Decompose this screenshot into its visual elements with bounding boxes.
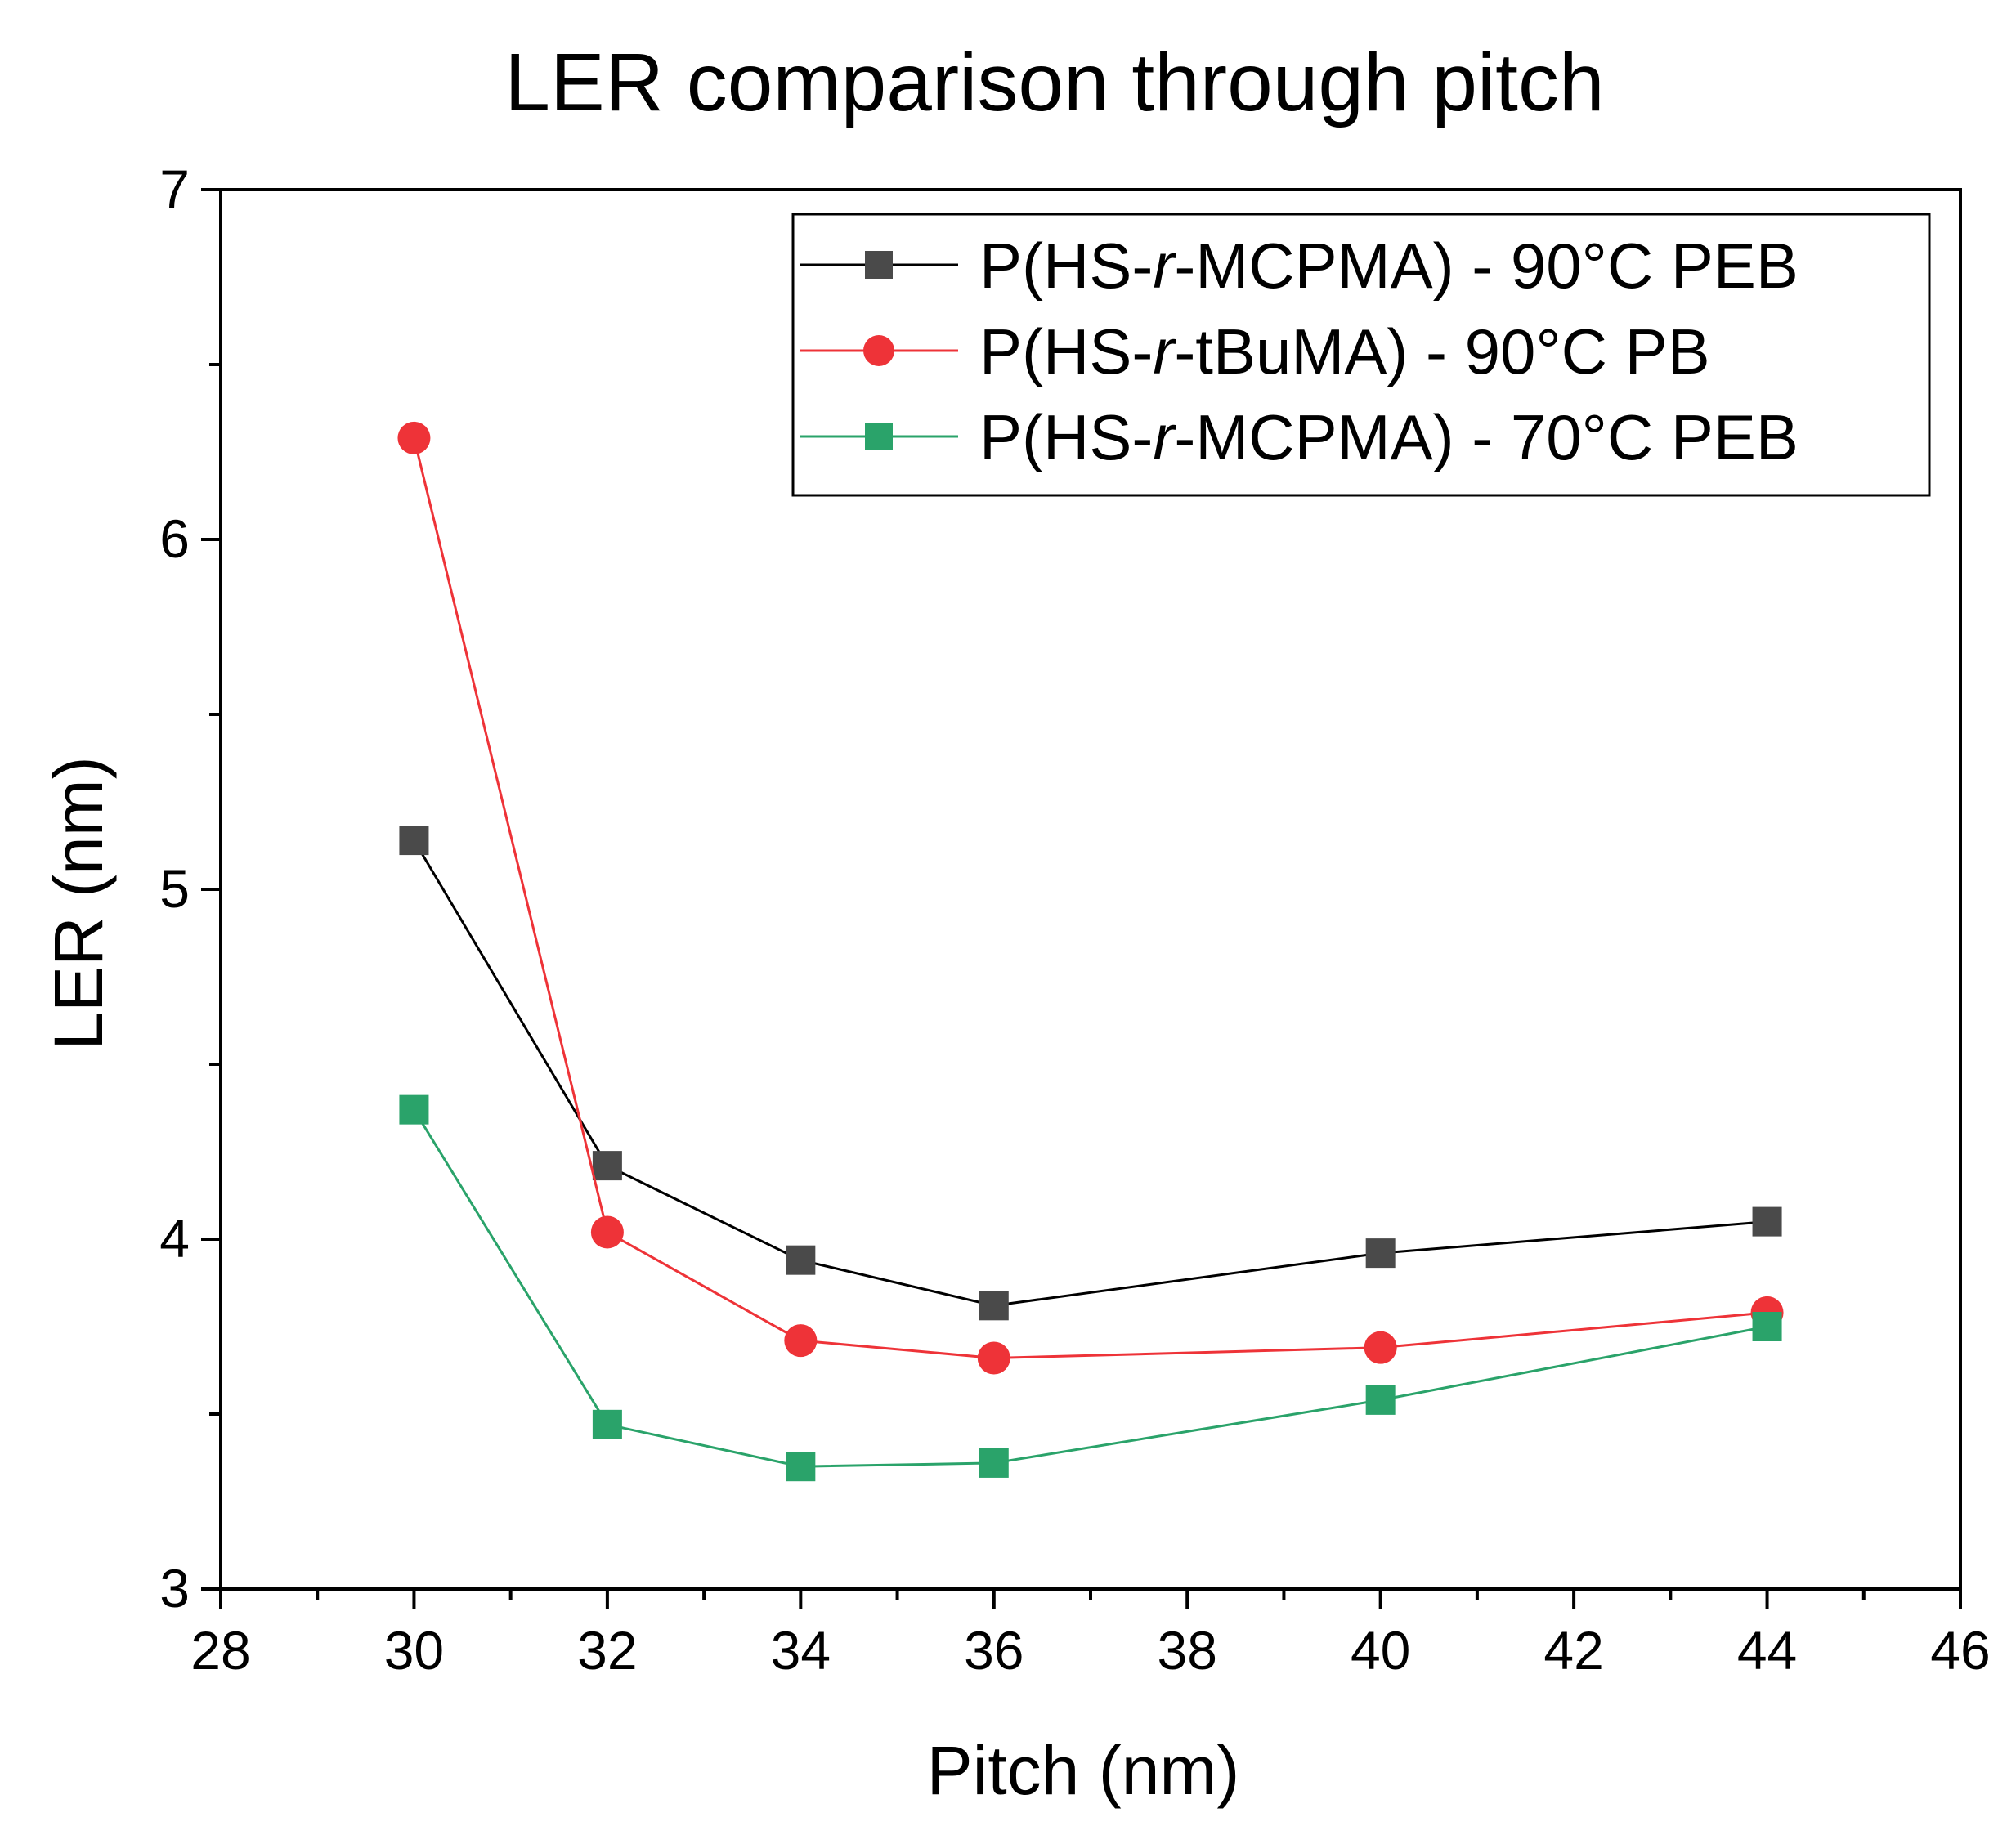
legend-label-part: -MCPMA) - 70°C PEB	[1174, 401, 1799, 473]
x-tick-label: 28	[190, 1620, 250, 1681]
legend-label: P(HS-r-MCPMA) - 90°C PEB	[979, 230, 1799, 302]
legend-entry: P(HS-r-tBuMA) - 90°C PB	[800, 316, 1710, 387]
data-point	[399, 826, 429, 856]
x-axis-label: Pitch (nm)	[927, 1732, 1240, 1809]
legend-entry: P(HS-r-MCPMA) - 70°C PEB	[800, 401, 1799, 473]
data-point	[979, 1448, 1009, 1478]
series-line	[413, 839, 1767, 1307]
y-axis-label: LER (nm)	[40, 756, 117, 1050]
legend-label-part: r	[1153, 401, 1176, 473]
data-point	[397, 421, 431, 454]
y-tick-label: 4	[159, 1208, 190, 1269]
y-tick-label: 7	[159, 159, 190, 219]
series-0	[399, 826, 1782, 1321]
series-line	[412, 437, 1767, 1360]
legend-entry: P(HS-r-MCPMA) - 90°C PEB	[800, 230, 1799, 302]
y-tick-label: 6	[159, 508, 190, 569]
y-tick-label: 3	[159, 1558, 190, 1618]
legend-label-part: -MCPMA) - 90°C PEB	[1174, 230, 1799, 302]
x-tick-label: 34	[771, 1620, 831, 1681]
legend-marker	[865, 251, 893, 279]
y-tick-label: 5	[159, 858, 190, 919]
series-2	[399, 1094, 1782, 1482]
legend-label-part: P(HS-	[979, 230, 1153, 302]
legend-box	[791, 213, 1931, 497]
series-1	[397, 421, 1784, 1375]
data-point	[1365, 1385, 1396, 1415]
legend-label-part: P(HS-	[979, 401, 1153, 473]
data-point	[979, 1291, 1009, 1321]
legend-label-part: r	[1153, 230, 1176, 302]
x-tick-label: 42	[1543, 1620, 1603, 1681]
x-tick-label: 36	[964, 1620, 1024, 1681]
data-point	[784, 1324, 818, 1358]
legend-label-part: r	[1153, 316, 1176, 387]
data-point	[786, 1245, 816, 1275]
x-tick-label: 38	[1158, 1620, 1217, 1681]
series-line	[413, 1108, 1767, 1468]
legend-label: P(HS-r-tBuMA) - 90°C PB	[979, 316, 1710, 387]
data-point	[977, 1341, 1010, 1375]
data-point	[1364, 1331, 1397, 1364]
data-point	[592, 1409, 622, 1439]
x-tick-label: 30	[384, 1620, 444, 1681]
data-point	[592, 1151, 622, 1181]
data-point	[1752, 1312, 1782, 1341]
legend-marker	[865, 423, 893, 450]
x-tick-label: 46	[1930, 1620, 1990, 1681]
data-point	[399, 1094, 429, 1125]
data-point	[1752, 1206, 1782, 1237]
x-tick-label: 32	[577, 1620, 637, 1681]
legend-marker	[863, 335, 894, 366]
x-tick-label: 40	[1351, 1620, 1410, 1681]
x-tick-label: 44	[1737, 1620, 1797, 1681]
legend-label: P(HS-r-MCPMA) - 70°C PEB	[979, 401, 1799, 473]
data-point	[786, 1452, 816, 1482]
chart-title: LER comparison through pitch	[504, 37, 1604, 128]
legend-label-part: P(HS-	[979, 316, 1153, 387]
data-point	[590, 1215, 624, 1249]
data-point	[1365, 1238, 1396, 1269]
legend-label-part: -tBuMA) - 90°C PB	[1174, 316, 1709, 387]
